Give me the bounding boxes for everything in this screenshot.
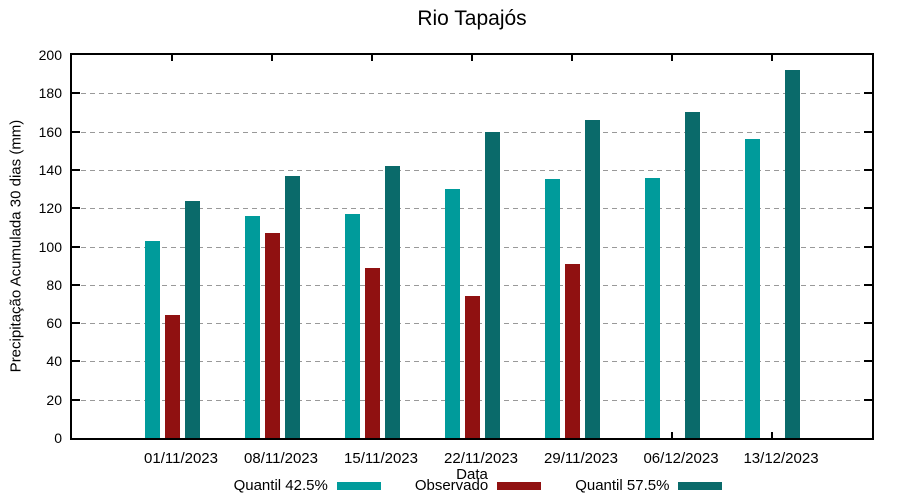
y-tick-mark xyxy=(864,322,872,325)
y-tick-label: 180 xyxy=(38,85,62,102)
y-tick-mark xyxy=(72,92,80,95)
x-tick-label: 15/11/2023 xyxy=(344,450,418,467)
gridline xyxy=(72,93,872,95)
bar xyxy=(784,70,800,438)
y-tick-mark xyxy=(864,130,872,133)
y-tick-label: 0 xyxy=(54,430,62,446)
y-tick-label: 20 xyxy=(46,391,62,408)
legend-label: Quantil 57.5% xyxy=(575,477,670,494)
bar xyxy=(184,200,200,438)
gridline xyxy=(72,284,872,286)
x-tick-mark xyxy=(571,55,573,61)
x-tick-mark xyxy=(371,55,373,61)
y-tick-mark xyxy=(72,283,80,286)
legend-swatch xyxy=(497,481,542,490)
bar xyxy=(544,179,560,438)
y-tick-mark xyxy=(72,360,80,363)
y-tick-mark xyxy=(864,168,872,171)
bar xyxy=(464,296,480,438)
bar xyxy=(164,315,180,438)
y-tick-mark xyxy=(864,283,872,286)
x-tick-label: 13/12/2023 xyxy=(743,450,819,467)
bar xyxy=(384,166,400,438)
y-tick-mark xyxy=(864,398,872,401)
legend-label: Quantil 42.5% xyxy=(233,477,328,494)
y-tick-label: 40 xyxy=(46,353,62,370)
y-tick-mark xyxy=(864,92,872,95)
legend-item: Quantil 42.5% xyxy=(234,477,381,494)
y-tick-mark xyxy=(72,245,80,248)
x-tick-mark xyxy=(771,55,773,61)
gridline xyxy=(72,246,872,248)
y-tick-label: 60 xyxy=(46,315,62,332)
x-tick-label: 22/11/2023 xyxy=(444,450,518,467)
legend-label: Observado xyxy=(414,477,489,494)
y-tick-mark xyxy=(864,207,872,210)
y-tick-mark xyxy=(72,398,80,401)
y-tick-label: 140 xyxy=(38,161,62,178)
y-tick-label: 100 xyxy=(38,238,62,255)
bar xyxy=(484,131,500,438)
x-tick-label: 06/12/2023 xyxy=(643,450,719,467)
x-tick-mark xyxy=(271,55,273,61)
gridline xyxy=(72,169,872,171)
x-tick-mark xyxy=(671,55,673,61)
gridline xyxy=(72,208,872,210)
x-tick-label: 08/11/2023 xyxy=(244,450,318,467)
x-tick-label: 01/11/2023 xyxy=(144,450,218,467)
x-axis-label: Data xyxy=(456,466,488,483)
y-tick-mark xyxy=(72,168,80,171)
bar xyxy=(584,120,600,438)
y-tick-label: 160 xyxy=(38,123,62,140)
bar xyxy=(344,213,360,438)
gridline xyxy=(72,131,872,133)
plot-area xyxy=(70,53,874,440)
x-tick-mark xyxy=(771,432,773,438)
bar xyxy=(284,175,300,438)
y-tick-mark xyxy=(72,322,80,325)
bar xyxy=(444,189,460,438)
y-tick-mark xyxy=(72,207,80,210)
bar xyxy=(144,240,160,438)
bar xyxy=(744,139,760,438)
legend-item: Observado xyxy=(414,477,542,494)
y-tick-label: 200 xyxy=(38,47,62,63)
x-tick-label: 29/11/2023 xyxy=(544,450,618,467)
x-tick-mark xyxy=(171,55,173,61)
legend-swatch xyxy=(336,481,381,490)
x-tick-mark xyxy=(671,432,673,438)
y-tick-mark xyxy=(864,245,872,248)
legend-item: Quantil 57.5% xyxy=(575,477,723,494)
y-tick-mark xyxy=(72,130,80,133)
y-tick-mark xyxy=(864,360,872,363)
y-tick-label: 120 xyxy=(38,200,62,217)
bar xyxy=(644,177,660,438)
y-tick-label: 80 xyxy=(46,276,62,293)
bar xyxy=(564,263,580,438)
bar xyxy=(244,215,260,438)
legend-swatch xyxy=(678,481,723,490)
bar xyxy=(684,112,700,438)
legend: Quantil 42.5% Observado Quantil 57.5% xyxy=(0,477,900,494)
chart-title: Rio Tapajós xyxy=(417,7,527,30)
bar xyxy=(264,233,280,438)
bar xyxy=(364,267,380,438)
x-tick-mark xyxy=(471,55,473,61)
